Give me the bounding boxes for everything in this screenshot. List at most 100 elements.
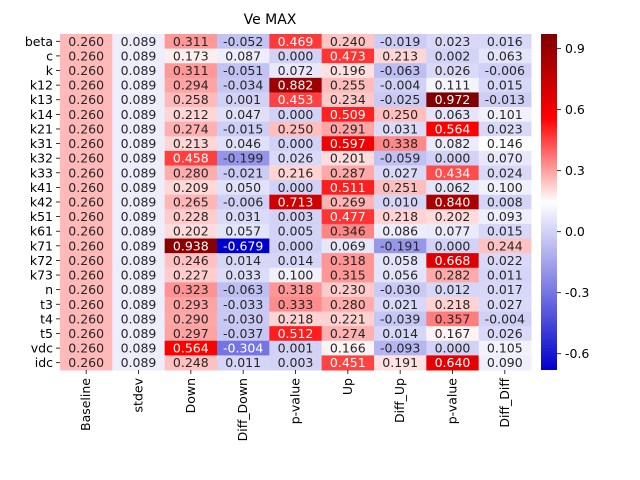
heatmap-cell xyxy=(269,282,323,298)
cell-value-label: 0.280 xyxy=(173,165,209,180)
cell-value-label: -0.063 xyxy=(223,282,263,297)
cell-value-label: 0.089 xyxy=(121,48,157,63)
heatmap-cell xyxy=(60,150,113,166)
heatmap-cell xyxy=(478,340,532,356)
heatmap-cell xyxy=(269,296,323,313)
heatmap-cell xyxy=(216,311,270,327)
heatmap-cell xyxy=(478,107,532,123)
heatmap-cell xyxy=(426,107,480,123)
cell-value-label: 0.260 xyxy=(68,121,104,136)
cell-value-label: 0.017 xyxy=(487,282,523,297)
cell-value-label: 0.173 xyxy=(173,48,209,63)
heatmap-cell xyxy=(373,311,427,327)
heatmap-cell xyxy=(321,121,375,137)
heatmap-cell xyxy=(164,326,218,342)
row-label: k51 xyxy=(30,209,53,224)
heatmap-cell xyxy=(321,63,375,79)
cell-value-label: 0.938 xyxy=(173,238,209,253)
heatmap-cell xyxy=(426,92,480,108)
cell-value-label: 0.087 xyxy=(225,48,261,63)
cell-value-label: -0.304 xyxy=(223,341,263,356)
row-labels: betackk12k13k14k21k31k32k33k41k42k51k61k… xyxy=(25,34,60,370)
cell-value-label: 0.089 xyxy=(121,297,157,312)
cell-value-label: 0.216 xyxy=(278,165,314,180)
heatmap-cell xyxy=(164,121,218,137)
heatmap-cell xyxy=(216,34,270,50)
heatmap-cell xyxy=(216,165,270,181)
cell-value-label: 0.050 xyxy=(225,180,261,195)
heatmap-cell xyxy=(373,63,427,79)
column-label: Baseline xyxy=(78,378,93,431)
cell-value-label: 0.058 xyxy=(382,253,418,268)
heatmap-cell xyxy=(269,92,323,108)
cell-value-label: 0.972 xyxy=(435,92,471,107)
heatmap-cell xyxy=(60,267,113,283)
heatmap-cell xyxy=(478,136,532,152)
heatmap-cell xyxy=(373,180,427,196)
cell-value-label: -0.051 xyxy=(223,63,263,78)
colorbar-ticks: 0.9 0.6 0.3 0.0 -0.3 -0.6 xyxy=(557,41,589,361)
colorbar: 0.9 0.6 0.3 0.0 -0.3 -0.6 xyxy=(541,34,589,370)
heatmap-cell xyxy=(478,194,532,210)
cell-value-label: 0.260 xyxy=(68,92,104,107)
cell-value-label: 0.473 xyxy=(330,48,366,63)
heatmap-cell xyxy=(426,34,480,50)
heatmap-cell xyxy=(216,107,270,123)
colorbar-tick-label: -0.3 xyxy=(565,285,589,300)
cell-value-label: 0.191 xyxy=(382,355,418,370)
column-label: p-value xyxy=(444,378,459,425)
colorbar-tick-label: 0.0 xyxy=(565,224,585,239)
colorbar-tick-label: 0.6 xyxy=(565,102,585,117)
heatmap-cell xyxy=(60,92,113,108)
heatmap-cell xyxy=(373,326,427,342)
heatmap-cell xyxy=(269,48,323,64)
cell-value-label: 0.057 xyxy=(225,224,261,239)
heatmap-cell xyxy=(269,194,323,210)
cell-value-label: 0.260 xyxy=(68,253,104,268)
cell-value-label: 0.458 xyxy=(173,151,209,166)
cell-value-label: -0.019 xyxy=(380,34,420,49)
heatmap-cell xyxy=(164,209,218,225)
row-label: k13 xyxy=(30,92,53,107)
heatmap-cell xyxy=(60,180,113,196)
heatmap-cell xyxy=(216,194,270,210)
heatmap-cell xyxy=(269,326,323,342)
heatmap-cell xyxy=(426,223,480,240)
heatmap-cell xyxy=(321,296,375,313)
cell-value-label: 0.089 xyxy=(121,92,157,107)
cell-value-label: -0.030 xyxy=(380,282,420,297)
cell-value-label: 0.014 xyxy=(225,253,261,268)
cell-value-label: 0.251 xyxy=(382,180,418,195)
cell-value-label: -0.679 xyxy=(223,238,263,253)
heatmap-cell xyxy=(373,121,427,137)
cell-value-label: 0.469 xyxy=(278,34,314,49)
heatmap-cell xyxy=(164,77,218,93)
cell-value-label: 0.213 xyxy=(382,48,418,63)
heatmap-cell xyxy=(216,150,270,166)
cell-value-label: 0.293 xyxy=(173,297,209,312)
cell-value-label: 0.260 xyxy=(68,224,104,239)
heatmap-cell xyxy=(373,165,427,181)
heatmap-cell xyxy=(478,253,532,269)
heatmap-cell xyxy=(478,77,532,93)
heatmap-cell xyxy=(60,340,113,356)
cell-value-label: -0.034 xyxy=(223,78,263,93)
cell-value-label: -0.191 xyxy=(380,238,420,253)
heatmap-cell xyxy=(216,355,270,371)
cell-value-label: 0.311 xyxy=(173,34,209,49)
heatmap-cell xyxy=(478,267,532,283)
heatmap-cell xyxy=(426,63,480,79)
cell-value-label: 0.089 xyxy=(121,180,157,195)
cell-value-label: 0.089 xyxy=(121,151,157,166)
heatmap-cell xyxy=(60,296,113,313)
cell-value-label: 0.840 xyxy=(435,195,471,210)
heatmap-cell xyxy=(216,92,270,108)
heatmap-cell xyxy=(478,209,532,225)
heatmap-cell xyxy=(373,223,427,240)
cell-value-label: 0.221 xyxy=(330,311,366,326)
heatmap-cell xyxy=(373,107,427,123)
cell-value-label: 0.318 xyxy=(278,282,314,297)
heatmap-cell xyxy=(269,150,323,166)
cell-value-label: 0.047 xyxy=(225,107,261,122)
